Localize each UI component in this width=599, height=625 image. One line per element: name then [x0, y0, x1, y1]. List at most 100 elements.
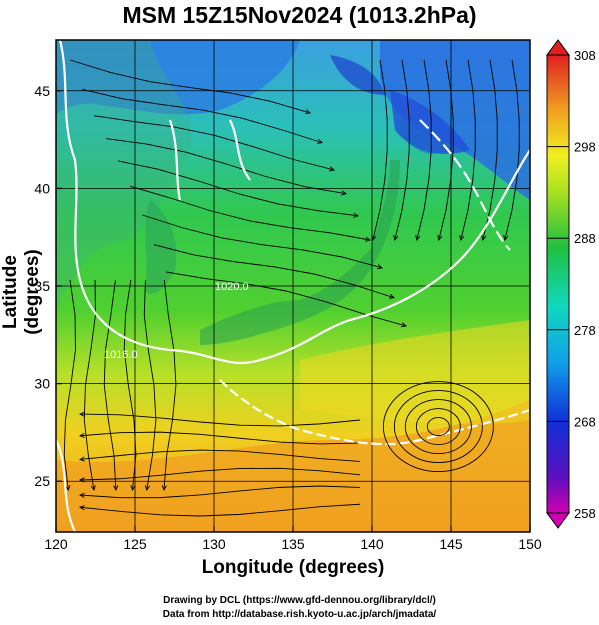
contour-label-1020: 1020.0	[215, 281, 249, 293]
colorbar-scale	[546, 54, 570, 514]
x-tick-label-4: 140	[360, 536, 384, 552]
streamline-24	[103, 279, 117, 491]
streamline-arrow-26	[144, 485, 150, 492]
x-tick-label-6: 150	[518, 536, 542, 552]
streamline-arrow-4	[353, 212, 360, 218]
streamline-1	[81, 88, 323, 144]
streamline-2	[93, 115, 335, 171]
colorbar-tick-label-4: 298	[574, 140, 596, 155]
streamline-arrow-1	[316, 138, 323, 144]
streamline-arrow-5	[365, 236, 372, 242]
streamline-17	[79, 431, 361, 445]
streamline-arrow-0	[304, 109, 311, 115]
colorbar-top-arrow	[546, 39, 570, 56]
streamline-27	[163, 279, 177, 491]
y-tick-label-0: 25	[34, 473, 50, 489]
streamline-19	[79, 467, 361, 481]
streamline-arrow-16	[78, 411, 85, 417]
colorbar-tick-label-3: 288	[574, 231, 596, 246]
japan-honshu	[200, 160, 400, 345]
streamline-arrow-3	[341, 190, 348, 196]
cyclone-ring-1	[426, 417, 450, 437]
streamline-arrow-2	[329, 166, 336, 172]
streamline-arrow-13	[459, 235, 465, 242]
warm-region-east	[300, 320, 530, 425]
cyclone-ring-5	[382, 381, 494, 473]
cyclone-circulation	[382, 381, 494, 473]
isobar-korea-fragment	[168, 119, 182, 201]
y-axis-ticks: 25 30 35 40 45	[34, 83, 62, 489]
sakhalin-cold	[330, 55, 385, 95]
streamline-arrow-20	[78, 492, 85, 498]
credit-data: Data from http://database.rish.kyoto-u.a…	[162, 609, 437, 620]
streamline-6	[141, 214, 383, 269]
streamline-arrow-15	[503, 235, 509, 242]
mainland-asia	[56, 40, 192, 310]
x-tick-label-2: 130	[202, 536, 226, 552]
cyclone-ring-2	[415, 408, 461, 446]
y-tick-label-3: 40	[34, 180, 50, 196]
cold-region-northeast	[380, 40, 530, 200]
x-tick-label-1: 125	[123, 536, 147, 552]
x-tick-label-3: 135	[281, 536, 305, 552]
cyclone-ring-3	[404, 399, 472, 455]
streamline-11	[416, 59, 432, 241]
cold-region-northwest	[56, 40, 300, 115]
cyclone-ring-4	[393, 390, 483, 464]
streamline-arrow-6	[377, 264, 383, 270]
streamline-9	[372, 59, 388, 241]
x-axis-label: Longitude (degrees)	[201, 557, 385, 578]
streamline-3	[105, 138, 347, 195]
isobar-1016-west	[56, 439, 76, 532]
colorbar-tick-label-0: 258	[574, 506, 596, 521]
streamline-arrow-7	[388, 293, 395, 299]
streamline-arrow-21	[78, 505, 85, 511]
streamline-arrow-11	[415, 235, 421, 242]
colorbar-tick-label-5: 308	[574, 48, 596, 63]
isobar-north-fragment	[229, 119, 251, 181]
x-tick-label-0: 120	[44, 536, 68, 552]
streamline-25	[123, 279, 137, 491]
streamline-10	[394, 59, 410, 241]
streamline-15	[504, 59, 520, 241]
y-axis-label: Latitude (degrees)	[0, 249, 43, 335]
streamline-13	[460, 59, 476, 241]
streamline-20	[79, 485, 361, 499]
streamline-4	[117, 160, 359, 217]
streamline-14	[482, 59, 498, 241]
chart-title: MSM 15Z15Nov2024 (1013.2hPa)	[122, 2, 477, 28]
streamline-arrow-23	[90, 485, 96, 492]
isobar-1016-south	[219, 379, 530, 446]
streamline-18	[79, 449, 361, 462]
streamline-arrow-17	[78, 432, 85, 439]
streamline-arrow-14	[481, 235, 487, 242]
streamline-22	[63, 279, 76, 491]
colorbar-tick-label-2: 278	[574, 323, 596, 338]
streamline-arrow-8	[400, 322, 407, 328]
isobar-east-fragment	[419, 119, 511, 251]
streamline-arrow-10	[393, 235, 399, 242]
streamline-16	[79, 413, 361, 427]
streamline-7	[153, 244, 395, 299]
streamline-arrow-22	[65, 485, 71, 492]
colorbar-bottom-arrow	[546, 512, 570, 529]
streamline-26	[143, 279, 157, 491]
plot-area: 1020.0 1016.0	[56, 40, 530, 532]
streamline-arrow-9	[371, 235, 377, 242]
streamline-arrow-25	[130, 485, 136, 492]
streamline-arrow-24	[113, 485, 119, 492]
y-tick-label-2: 35	[34, 278, 50, 294]
y-tick-label-4: 45	[34, 83, 50, 99]
streamline-arrow-12	[437, 235, 443, 242]
credit-drawing: Drawing by DCL (https://www.gfd-dennou.o…	[163, 595, 436, 606]
contour-label-1016: 1016.0	[104, 349, 138, 361]
streamline-arrow-18	[78, 456, 85, 462]
streamline-12	[438, 59, 454, 241]
x-tick-label-5: 145	[439, 536, 463, 552]
colorbar-tick-label-1: 268	[574, 414, 596, 429]
streamline-arrow-27	[161, 485, 167, 492]
streamline-5	[129, 185, 371, 241]
streamline-21	[79, 503, 361, 517]
isobar-1020	[58, 40, 530, 365]
